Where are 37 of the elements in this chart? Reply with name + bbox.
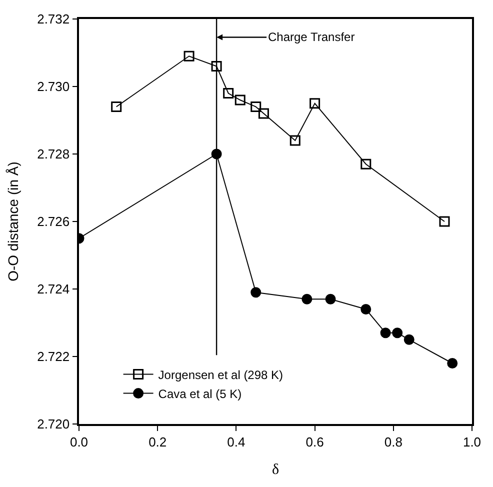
point (360, 158, 372, 170)
x-tick-label: 0.4 (227, 434, 246, 450)
point (447, 358, 458, 368)
point (302, 294, 312, 304)
point (325, 294, 336, 304)
point (258, 108, 269, 119)
y-tick-label: 2.728 (37, 146, 70, 162)
legend-label: Cava et al (5 K) (158, 386, 242, 401)
ref-line-label: Charge Transfer (268, 30, 355, 44)
x-tick-label: 1.0 (462, 434, 482, 450)
point (310, 98, 320, 109)
point (234, 94, 246, 106)
x-axis-title: δ (272, 462, 280, 478)
y-tick-label: 2.732 (37, 12, 70, 27)
y-tick-label: 2.720 (37, 416, 70, 432)
point (250, 102, 262, 112)
point (360, 304, 372, 314)
point (404, 334, 414, 345)
x-tick-label: 0.6 (306, 434, 324, 450)
x-tick-label: 0.8 (384, 434, 402, 450)
x-tick-label: 0.2 (148, 434, 167, 450)
point (439, 216, 450, 227)
y-tick-label: 2.726 (37, 214, 70, 230)
y-tick-label: 2.722 (37, 349, 70, 364)
point (250, 287, 262, 298)
legend-label: Jorgensen et al (298 K) (158, 368, 284, 382)
y-axis-title: O-O distance (in Å) (5, 162, 22, 282)
y-tick-label: 2.724 (37, 282, 70, 297)
point (184, 50, 194, 62)
point (392, 328, 403, 338)
point (211, 61, 222, 72)
point (223, 88, 234, 98)
y-tick-label: 2.730 (37, 79, 70, 94)
x-tick-label: 0.0 (70, 434, 88, 450)
point (290, 135, 300, 146)
point (111, 102, 122, 112)
point (380, 328, 391, 338)
